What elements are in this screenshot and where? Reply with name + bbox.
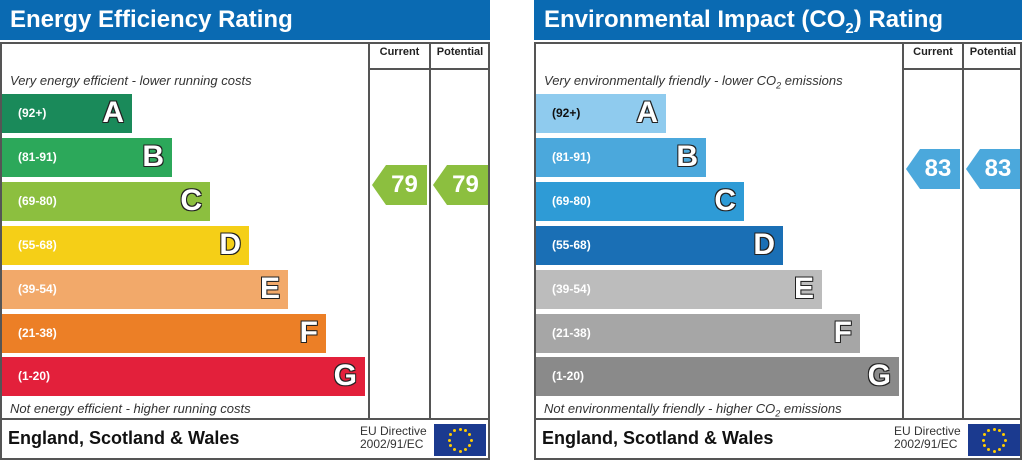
band-a: (92+) A	[2, 94, 132, 133]
potential-header: Potential	[969, 46, 1017, 58]
top-note: Very energy efficient - lower running co…	[10, 73, 252, 88]
band-range: (69-80)	[552, 194, 591, 208]
current-header: Current	[913, 46, 953, 58]
band-range: (55-68)	[18, 238, 57, 252]
eu-directive: EU Directive 2002/91/EC	[894, 424, 961, 451]
band-letter: C	[180, 184, 202, 217]
band-letter: D	[219, 228, 241, 261]
band-letter: B	[142, 140, 164, 173]
potential-header: Potential	[436, 46, 484, 58]
band-b: (81-91) B	[536, 138, 706, 177]
band-d: (55-68) D	[536, 226, 783, 265]
eu-flag-icon	[968, 424, 1020, 456]
band-e: (39-54) E	[536, 270, 822, 309]
band-c: (69-80) C	[2, 182, 210, 221]
band-letter: B	[676, 140, 698, 173]
band-range: (92+)	[552, 106, 581, 120]
band-letter: G	[333, 359, 357, 392]
band-letter: F	[833, 316, 852, 349]
band-e: (39-54) E	[2, 270, 288, 309]
band-b: (81-91) B	[2, 138, 172, 177]
eu-directive: EU Directive 2002/91/EC	[360, 424, 427, 451]
band-letter: F	[299, 316, 318, 349]
panel-title: Energy Efficiency Rating	[0, 0, 490, 40]
band-letter: D	[753, 228, 775, 261]
band-g: (1-20) G	[536, 357, 899, 396]
bottom-note: Not environmentally friendly - higher CO…	[544, 401, 842, 419]
current-header: Current	[379, 46, 420, 58]
band-range: (81-91)	[18, 150, 57, 164]
region-label: England, Scotland & Wales	[542, 428, 774, 448]
band-range: (1-20)	[552, 369, 585, 383]
bottom-note: Not energy efficient - higher running co…	[10, 401, 251, 416]
region-label: England, Scotland & Wales	[8, 428, 240, 448]
band-g: (1-20) G	[2, 357, 365, 396]
energy-efficiency-panel: Energy Efficiency Rating Current Potenti…	[0, 0, 490, 460]
band-f: (21-38) F	[2, 314, 326, 353]
band-letter: A	[102, 96, 124, 129]
band-a: (92+) A	[536, 94, 666, 133]
band-letter: G	[867, 359, 891, 392]
band-range: (39-54)	[18, 282, 57, 296]
band-letter: A	[636, 96, 658, 129]
band-d: (55-68) D	[2, 226, 249, 265]
top-note: Very environmentally friendly - lower CO…	[544, 73, 843, 91]
band-letter: C	[714, 184, 736, 217]
eu-flag-icon	[434, 424, 486, 456]
band-range: (21-38)	[552, 326, 591, 340]
band-range: (39-54)	[552, 282, 591, 296]
panel-title: Environmental Impact (CO2) Rating	[534, 0, 1022, 40]
band-f: (21-38) F	[536, 314, 860, 353]
band-letter: E	[793, 272, 814, 305]
band-range: (92+)	[18, 106, 47, 120]
band-range: (1-20)	[18, 369, 51, 383]
band-range: (69-80)	[18, 194, 57, 208]
band-c: (69-80) C	[536, 182, 744, 221]
band-range: (21-38)	[18, 326, 57, 340]
band-letter: E	[259, 272, 280, 305]
band-range: (55-68)	[552, 238, 591, 252]
environmental-impact-panel: Environmental Impact (CO2) Rating Curren…	[534, 0, 1022, 460]
band-range: (81-91)	[552, 150, 591, 164]
